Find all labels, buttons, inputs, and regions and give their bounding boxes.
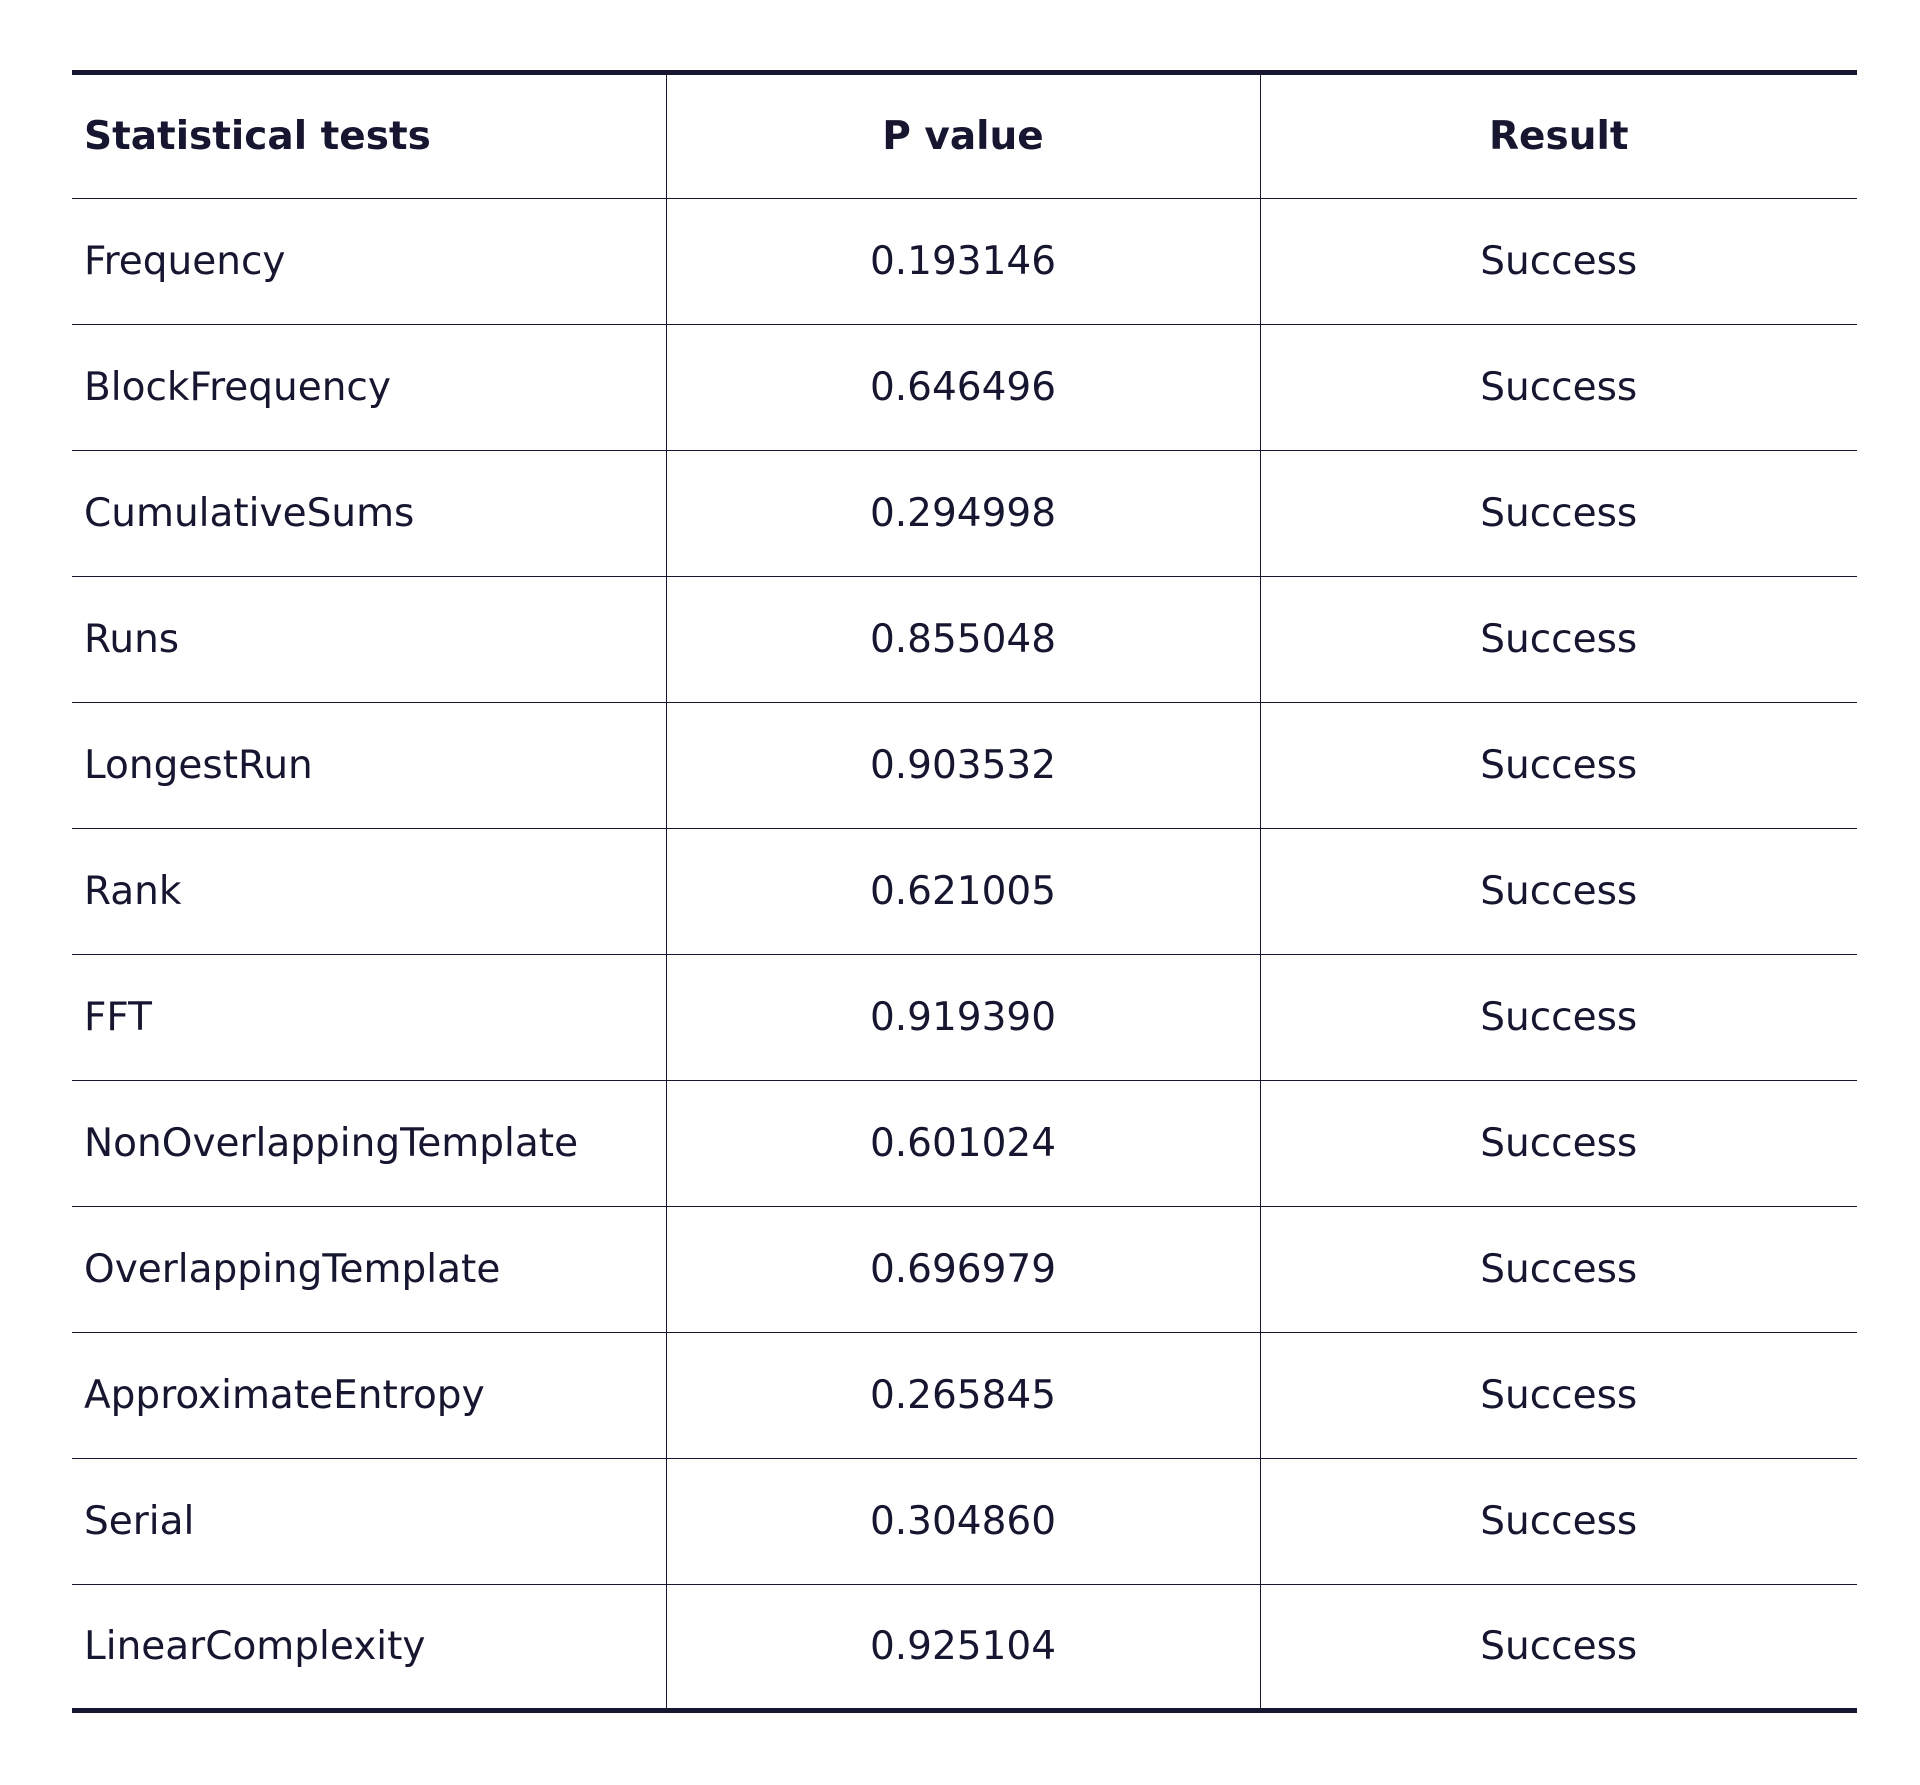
test-name-cell: Rank bbox=[72, 828, 666, 955]
p-value-cell: 0.265845 bbox=[665, 1332, 1260, 1459]
test-name-cell: NonOverlappingTemplate bbox=[72, 1080, 666, 1207]
table-row: OverlappingTemplate 0.696979 Success bbox=[72, 1206, 1857, 1333]
test-name-cell: BlockFrequency bbox=[72, 324, 666, 451]
test-name-cell: Serial bbox=[72, 1458, 666, 1585]
test-name-cell: OverlappingTemplate bbox=[72, 1206, 666, 1333]
table-row: Frequency 0.193146 Success bbox=[72, 198, 1857, 325]
table-row: BlockFrequency 0.646496 Success bbox=[72, 324, 1857, 451]
table-row: NonOverlappingTemplate 0.601024 Success bbox=[72, 1080, 1857, 1207]
table-row: CumulativeSums 0.294998 Success bbox=[72, 450, 1857, 577]
header-p-value: P value bbox=[665, 72, 1260, 199]
result-cell: Success bbox=[1259, 1584, 1857, 1711]
result-cell: Success bbox=[1259, 198, 1857, 325]
table-row: FFT 0.919390 Success bbox=[72, 954, 1857, 1081]
test-name-cell: LinearComplexity bbox=[84, 1624, 426, 1669]
p-value-cell: 0.304860 bbox=[665, 1458, 1260, 1585]
table-row: Serial 0.304860 Success bbox=[72, 1458, 1857, 1585]
p-value-cell: 0.294998 bbox=[665, 450, 1260, 577]
test-name-cell: Frequency bbox=[72, 198, 666, 325]
test-name-cell: CumulativeSums bbox=[72, 450, 666, 577]
test-name-cell: FFT bbox=[72, 954, 666, 1081]
table-row: LongestRun 0.903532 Success bbox=[72, 702, 1857, 829]
table-row: Runs 0.855048 Success bbox=[72, 576, 1857, 703]
result-cell: Success bbox=[1259, 324, 1857, 451]
result-cell: Success bbox=[1259, 1332, 1857, 1459]
p-value-cell: 0.601024 bbox=[665, 1080, 1260, 1207]
result-cell: Success bbox=[1259, 450, 1857, 577]
p-value-cell: 0.621005 bbox=[665, 828, 1260, 955]
result-cell: Success bbox=[1259, 954, 1857, 1081]
header-result: Result bbox=[1259, 72, 1857, 199]
p-value-cell: 0.193146 bbox=[665, 198, 1260, 325]
p-value-cell: 0.919390 bbox=[665, 954, 1260, 1081]
test-name-cell: ApproximateEntropy bbox=[72, 1332, 666, 1459]
result-cell: Success bbox=[1259, 702, 1857, 829]
test-name-cell: LongestRun bbox=[72, 702, 666, 829]
result-cell: Success bbox=[1259, 1080, 1857, 1207]
p-value-cell: 0.903532 bbox=[665, 702, 1260, 829]
result-cell: Success bbox=[1259, 1206, 1857, 1333]
p-value-cell: 0.646496 bbox=[665, 324, 1260, 451]
table-row: LinearComplexity 0.925104 Success bbox=[72, 1584, 1857, 1711]
table-row: ApproximateEntropy 0.265845 Success bbox=[72, 1332, 1857, 1459]
p-value-cell: 0.925104 bbox=[665, 1584, 1260, 1711]
table-header-row: Statistical tests P value Result bbox=[72, 72, 1857, 199]
result-cell: Success bbox=[1259, 1458, 1857, 1585]
test-name-cell: Runs bbox=[72, 576, 666, 703]
header-statistical-tests: Statistical tests bbox=[72, 72, 666, 199]
results-table-container: Statistical tests P value Result Frequen… bbox=[72, 70, 1857, 1713]
p-value-cell: 0.855048 bbox=[665, 576, 1260, 703]
result-cell: Success bbox=[1259, 576, 1857, 703]
p-value-cell: 0.696979 bbox=[665, 1206, 1260, 1333]
table-row: Rank 0.621005 Success bbox=[72, 828, 1857, 955]
result-cell: Success bbox=[1259, 828, 1857, 955]
statistical-tests-table: Statistical tests P value Result Frequen… bbox=[72, 70, 1857, 1713]
